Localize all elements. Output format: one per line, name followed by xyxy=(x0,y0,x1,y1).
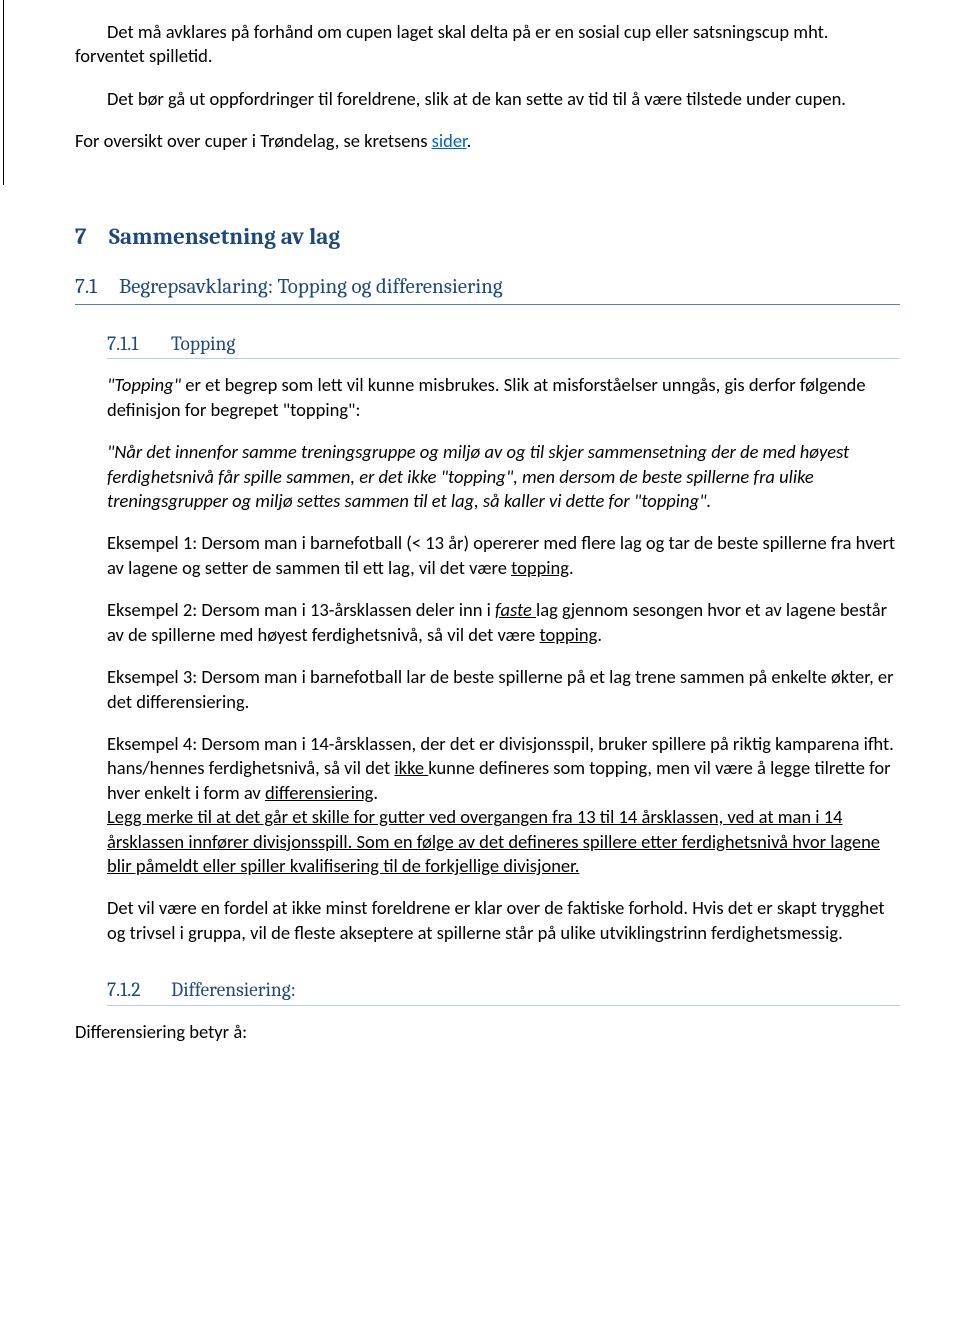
heading-number: 7.1.1 xyxy=(107,331,171,357)
example-1: Eksempel 1: Dersom man i barnefotball (<… xyxy=(107,531,900,580)
heading-number: 7.1 xyxy=(75,274,119,302)
heading-text: Begrepsavklaring: Topping og differensie… xyxy=(119,275,503,299)
text-underline: topping xyxy=(539,623,597,646)
example-4: Eksempel 4: Dersom man i 14-årsklassen, … xyxy=(107,732,900,878)
text-run: For oversikt over cuper i Trøndelag, se … xyxy=(75,129,432,152)
text-underline: Legg merke til at det går et skille for … xyxy=(107,805,880,877)
heading-text: Sammensetning av lag xyxy=(109,223,340,250)
example-3: Eksempel 3: Dersom man i barnefotball la… xyxy=(107,665,900,714)
text-run: Eksempel 1: Dersom man i barnefotball (<… xyxy=(107,531,895,578)
change-bar xyxy=(3,0,4,185)
intro-paragraph-2: Det bør gå ut oppfordringer til foreldre… xyxy=(75,87,900,111)
text-run: er et begrep som lett vil kunne misbruke… xyxy=(107,373,866,420)
text-run: . xyxy=(373,781,378,804)
heading-number: 7 xyxy=(75,222,109,252)
text-underline: differensiering xyxy=(265,781,373,804)
sider-link[interactable]: sider xyxy=(432,129,467,152)
differensiering-lead: Differensiering betyr å: xyxy=(75,1020,900,1044)
text-underline: ikke xyxy=(394,756,428,779)
intro-paragraph-3: For oversikt over cuper i Trøndelag, se … xyxy=(75,129,900,153)
text-underline: topping xyxy=(511,556,569,579)
text-run: . xyxy=(467,129,472,152)
text-run: . xyxy=(569,556,574,579)
heading-7: 7Sammensetning av lag xyxy=(75,222,900,252)
heading-text: Topping xyxy=(171,332,235,355)
document-page: Det må avklares på forhånd om cupen lage… xyxy=(0,0,960,1320)
closing-paragraph: Det vil være en fordel at ikke minst for… xyxy=(107,896,900,945)
heading-text: Differensiering: xyxy=(171,978,296,1001)
topping-definition-quote: "Når det innenfor samme treningsgruppe o… xyxy=(107,440,900,513)
heading-7-1: 7.1Begrepsavklaring: Topping og differen… xyxy=(75,274,900,305)
intro-paragraph-1: Det må avklares på forhånd om cupen lage… xyxy=(75,20,900,69)
heading-7-1-2: 7.1.2Differensiering: xyxy=(107,977,900,1006)
text-underline-italic: faste xyxy=(495,598,536,621)
heading-number: 7.1.2 xyxy=(107,977,171,1003)
example-2: Eksempel 2: Dersom man i 13-årsklassen d… xyxy=(107,598,900,647)
text-run: . xyxy=(597,623,602,646)
heading-7-1-1: 7.1.1Topping xyxy=(107,331,900,360)
text-italic: "Topping" xyxy=(107,373,185,396)
text-run: Eksempel 2: Dersom man i 13-årsklassen d… xyxy=(107,598,495,621)
topping-definition-intro: "Topping" er et begrep som lett vil kunn… xyxy=(107,373,900,422)
subsection-7-1-1: 7.1.1Topping "Topping" er et begrep som … xyxy=(107,331,900,1006)
